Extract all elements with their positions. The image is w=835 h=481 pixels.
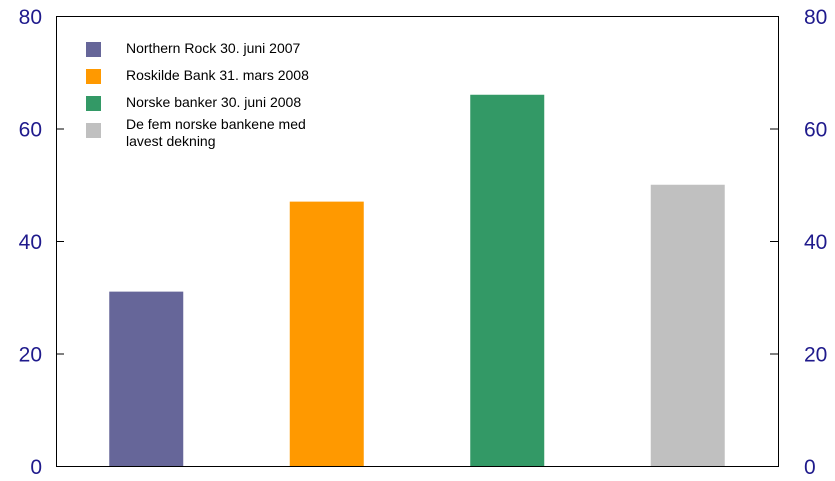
plot-area-frame xyxy=(56,16,779,467)
bar-3 xyxy=(470,94,545,466)
legend-label-4: De fem norske bankene med xyxy=(126,116,306,132)
legend-swatch-4 xyxy=(86,123,101,138)
y-tick-label-right: 0 xyxy=(804,456,816,479)
legend-swatch-2 xyxy=(86,69,101,84)
y-tick-label-left: 0 xyxy=(30,456,42,479)
legend-swatch-1 xyxy=(86,42,101,57)
y-tick-label-right: 20 xyxy=(804,344,827,367)
legend-label-1: Northern Rock 30. juni 2007 xyxy=(126,40,301,56)
y-tick-label-left: 60 xyxy=(19,119,42,142)
y-tick-label-left: 20 xyxy=(19,344,42,367)
legend-label-3: Norske banker 30. juni 2008 xyxy=(126,94,301,110)
legend-label-4: lavest dekning xyxy=(126,133,216,149)
bar-1 xyxy=(109,291,184,466)
y-tick-label-left: 80 xyxy=(19,6,42,29)
bar-4 xyxy=(650,184,725,466)
bars-group xyxy=(109,94,725,466)
y-axis-left: 0 20 40 60 80 xyxy=(19,6,64,479)
y-tick-label-right: 80 xyxy=(804,6,827,29)
legend-label-2: Roskilde Bank 31. mars 2008 xyxy=(126,67,309,83)
y-tick-label-left: 40 xyxy=(19,231,42,254)
y-tick-label-right: 60 xyxy=(804,119,827,142)
legend-swatch-3 xyxy=(86,96,101,111)
y-tick-label-right: 40 xyxy=(804,231,827,254)
bar-2 xyxy=(289,201,364,466)
legend: Northern Rock 30. juni 2007 Roskilde Bank… xyxy=(86,40,309,149)
y-axis-right: 0 20 40 60 80 xyxy=(770,6,827,479)
